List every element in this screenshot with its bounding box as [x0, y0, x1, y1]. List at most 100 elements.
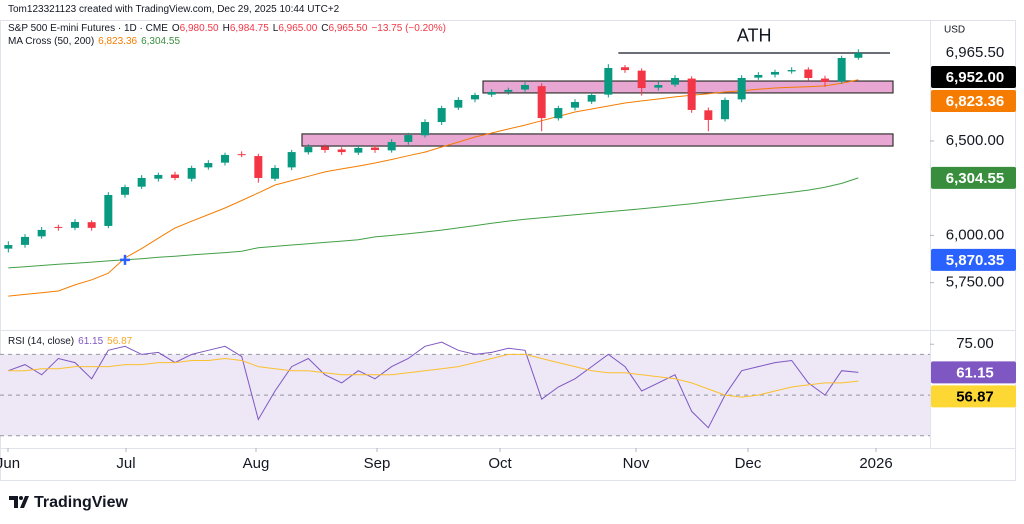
candle-body: [4, 245, 13, 249]
candle-body: [671, 78, 679, 85]
candle-body: [237, 154, 246, 156]
ohlc-item: L6,965.00: [273, 23, 318, 34]
pane: [0, 341, 930, 437]
y-tick-label: 5,750.00: [946, 274, 1004, 291]
candle-body: [271, 167, 279, 179]
y-tick-label: 6,500.00: [946, 132, 1004, 149]
rsi-title: RSI (14, close): [8, 336, 75, 347]
rsi-ma-value: 56.87: [107, 336, 133, 347]
candle-body: [454, 99, 463, 108]
indicator: MA Cross (50, 200): [8, 36, 95, 47]
candle-body: [337, 149, 346, 153]
ohlc-key: C: [321, 23, 329, 34]
x-tick-label: Dec: [735, 455, 762, 472]
candle-body: [704, 110, 713, 120]
candle-body: [471, 95, 479, 100]
ohlc-item: C6,965.50: [321, 23, 367, 34]
rsi-line: [8, 353, 859, 398]
candle-body: [537, 86, 546, 119]
main-legend: S&P 500 E-mini Futures · 1D · CME O6,980…: [8, 23, 446, 34]
x-tick-label: Sep: [364, 455, 391, 472]
y-tick-label: 6,000.00: [946, 226, 1004, 243]
candle-body: [837, 57, 846, 82]
candle-body: [487, 91, 496, 95]
price-tag: [931, 89, 1016, 112]
currency: USD: [944, 25, 965, 36]
ma-legend: MA Cross (50, 200) 6,823.36 6,304.55: [8, 36, 180, 47]
candle-body: [221, 154, 229, 163]
rsi-legend: RSI (14, close) 61.15 56.87: [8, 336, 132, 347]
ohlc-value: 6,980.50: [179, 23, 219, 34]
candle-body: [321, 146, 329, 151]
candle-body: [854, 53, 863, 58]
candle-body: [137, 177, 146, 187]
candle-body: [154, 174, 163, 179]
candle-body: [254, 156, 263, 178]
x-tick-label: 2026: [859, 455, 892, 472]
candle-body: [204, 163, 213, 168]
cross-marker: [120, 254, 130, 265]
candle-body: [737, 78, 746, 100]
x-tick-label: Oct: [488, 455, 512, 472]
candle-body: [371, 147, 379, 151]
credit: Tom123321123 created with TradingView.co…: [8, 4, 339, 15]
x-tick-label: Nov: [623, 455, 650, 472]
price-tag-label: 56.87: [956, 388, 994, 405]
candle-body: [121, 187, 129, 195]
candle-body: [787, 70, 796, 72]
candle-body: [37, 229, 46, 237]
ohlc-item: O6,980.50: [172, 23, 219, 34]
brand: TradingView: [34, 494, 129, 511]
zone: [301, 133, 894, 147]
candle-body: [304, 146, 313, 153]
candle-body: [171, 174, 179, 178]
price-tag: [931, 385, 1016, 408]
rsi-line: [8, 341, 859, 429]
candle-body: [421, 122, 429, 136]
price-tag: [931, 65, 1016, 88]
candle-body: [554, 108, 563, 119]
ma200-value: 6,304.55: [141, 36, 181, 47]
price-tag-label: 5,870.35: [946, 252, 1004, 269]
price-tag: [931, 166, 1016, 189]
ohlc-item: H6,984.75: [223, 23, 269, 34]
candle-body: [604, 67, 613, 95]
moving-average: [8, 79, 859, 297]
axis-price-label: 6,965.50: [946, 44, 1004, 61]
candle-body: [521, 85, 529, 90]
candle-body: [721, 99, 729, 120]
x-tick-label: Aug: [243, 455, 270, 472]
price-tag: [931, 361, 1016, 384]
candle-body: [437, 108, 446, 123]
price-tag-label: 6,304.55: [946, 170, 1004, 187]
candle-body: [54, 226, 63, 228]
candle-body: [821, 78, 829, 82]
credit-text: Tom123321123 created with TradingView.co…: [8, 4, 340, 15]
x-tick-label: Jul: [116, 455, 135, 472]
ohlc-value: 6,965.00: [278, 23, 318, 34]
candle-body: [587, 95, 596, 102]
x-tick-label: Jun: [0, 455, 20, 472]
footer-logo: [9, 496, 29, 508]
candle-body: [21, 236, 29, 245]
symbol: S&P 500 E-mini Futures · 1D · CME: [8, 23, 168, 34]
ohlc-key: H: [222, 23, 230, 34]
ohlc-value: 6,984.75: [229, 23, 269, 34]
candle-body: [687, 78, 696, 110]
candle-body: [187, 167, 196, 179]
candle-body: [404, 135, 413, 142]
moving-average: [8, 177, 859, 269]
ohlc-item: −13.75 (−0.20%): [371, 23, 446, 34]
price-tag: [931, 248, 1016, 271]
candle-body: [354, 147, 363, 153]
candle-body: [87, 222, 96, 228]
rsi-value: 61.15: [78, 336, 104, 347]
ohlc-key: L: [272, 23, 279, 34]
price-tag-label: 61.15: [956, 364, 994, 381]
candle-body: [621, 67, 629, 71]
ohlc-key: O: [171, 23, 180, 34]
candle-body: [754, 74, 763, 78]
candle-body: [654, 85, 663, 88]
candle-body: [771, 71, 779, 75]
